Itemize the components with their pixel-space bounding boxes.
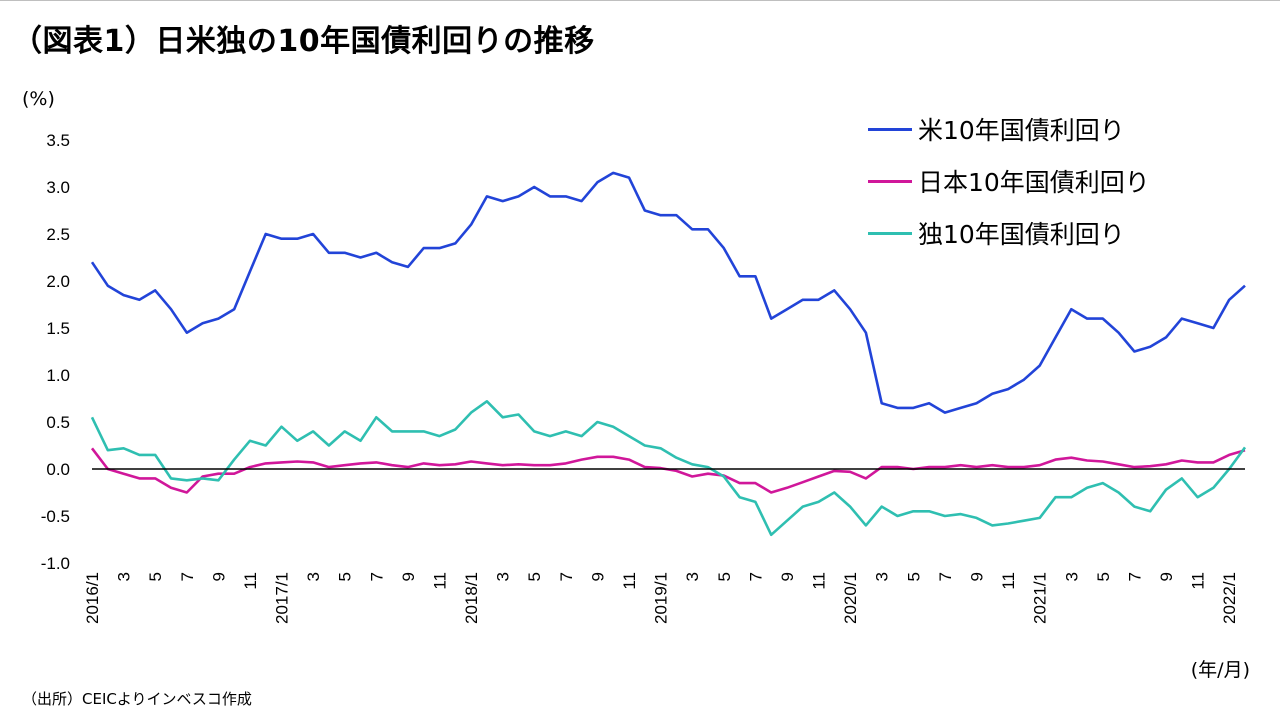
x-tick-label: 7	[936, 572, 955, 581]
x-tick-label: 5	[525, 572, 544, 581]
legend-label-jp: 日本10年国債利回り	[918, 168, 1150, 197]
legend-line-jp	[868, 179, 912, 183]
series-line-us	[90, 171, 1246, 414]
series-line-jp	[90, 447, 1246, 494]
y-tick-label: 0.5	[46, 413, 70, 432]
x-tick-label: 2018/1	[462, 572, 481, 624]
x-tick-label: 5	[1094, 572, 1113, 581]
x-tick-label: 5	[904, 572, 923, 581]
x-tick-label: 7	[1125, 572, 1144, 581]
x-tick-label: 9	[967, 572, 986, 581]
legend-line-de	[868, 231, 912, 235]
x-axis-unit-label: (年/月)	[1190, 659, 1250, 681]
x-tick-label: 11	[999, 572, 1018, 590]
legend-item-de: 独10年国債利回り	[868, 207, 1150, 259]
x-tick-label: 5	[336, 572, 355, 581]
y-tick-label: -0.5	[41, 507, 70, 526]
y-tick-label: 3.5	[46, 131, 70, 150]
legend-item-jp: 日本10年国債利回り	[868, 155, 1150, 207]
x-tick-label: 2019/1	[652, 572, 671, 624]
source-note: （出所）CEICよりインベスコ作成	[22, 690, 252, 708]
y-tick-label: 0.0	[46, 460, 70, 479]
x-tick-label: 7	[557, 572, 576, 581]
x-tick-label: 3	[683, 572, 702, 581]
x-tick-label: 2022/1	[1220, 572, 1239, 624]
x-tick-label: 2020/1	[841, 572, 860, 624]
x-tick-label: 5	[146, 572, 165, 581]
x-tick-label: 9	[778, 572, 797, 581]
x-tick-label: 11	[241, 572, 260, 590]
legend: 米10年国債利回り 日本10年国債利回り 独10年国債利回り	[868, 103, 1150, 259]
x-tick-label: 3	[1062, 572, 1081, 581]
y-tick-label: -1.0	[41, 554, 70, 573]
x-tick-label: 5	[715, 572, 734, 581]
x-tick-label: 9	[209, 572, 228, 581]
x-tick-label: 7	[746, 572, 765, 581]
x-tick-label: 9	[588, 572, 607, 581]
y-tick-label: 1.0	[46, 366, 70, 385]
x-tick-label: 3	[115, 572, 134, 581]
x-tick-label: 2017/1	[273, 572, 292, 624]
y-tick-label: 3.0	[46, 178, 70, 197]
top-rule	[0, 0, 1280, 1]
legend-label-us: 米10年国債利回り	[918, 116, 1125, 145]
x-tick-label: 11	[620, 572, 639, 590]
series-line-de	[90, 399, 1247, 537]
x-tick-label: 9	[399, 572, 418, 581]
x-axis-ticks: 2016/1 3 5 7 9 11 2017/1 3 5 7 9 11 2018/1 3 5 7 9 11 2019…	[83, 572, 1239, 624]
x-tick-label: 2021/1	[1031, 572, 1050, 624]
x-tick-label: 9	[1157, 572, 1176, 581]
x-tick-label: 11	[1189, 572, 1208, 590]
y-tick-label: 1.5	[46, 319, 70, 338]
chart-title: （図表1）日米独の10年国債利回りの推移	[12, 24, 595, 59]
x-tick-label: 11	[430, 572, 449, 590]
y-axis-unit-label: (%)	[22, 88, 55, 110]
x-tick-label: 2016/1	[83, 572, 102, 624]
legend-label-de: 独10年国債利回り	[918, 220, 1125, 249]
y-axis-ticks: 3.5 3.0 2.5 2.0 1.5 1.0 0.5 0.0 -0.5 -1.0	[41, 131, 70, 573]
x-tick-label: 3	[873, 572, 892, 581]
series-lines	[90, 171, 1247, 537]
x-tick-label: 7	[178, 572, 197, 581]
x-tick-label: 11	[810, 572, 829, 590]
x-tick-label: 3	[304, 572, 323, 581]
x-tick-label: 7	[367, 572, 386, 581]
x-tick-label: 3	[494, 572, 513, 581]
legend-line-us	[868, 127, 912, 131]
y-tick-label: 2.5	[46, 225, 70, 244]
legend-item-us: 米10年国債利回り	[868, 103, 1150, 155]
y-tick-label: 2.0	[46, 272, 70, 291]
